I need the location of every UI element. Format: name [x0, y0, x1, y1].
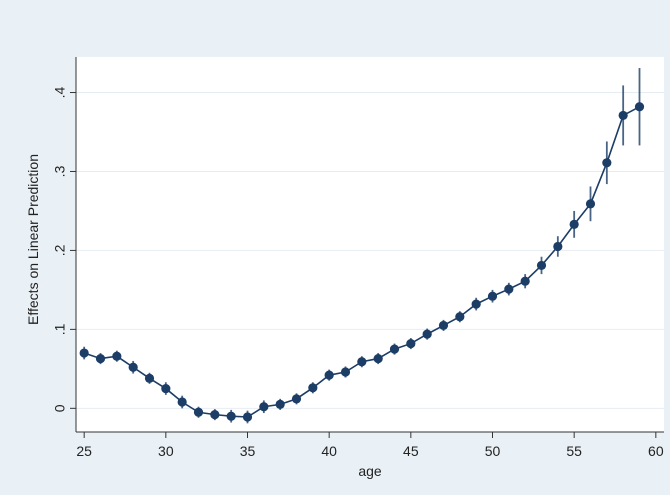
y-tick-label: .3 [52, 165, 68, 177]
data-point [536, 260, 547, 271]
data-point [618, 110, 628, 121]
x-tick-label: 45 [403, 443, 419, 459]
data-point [275, 399, 285, 409]
data-point [112, 351, 122, 361]
x-tick-label: 30 [158, 443, 174, 459]
data-point [569, 219, 579, 229]
data-point [79, 348, 89, 358]
data-point [177, 397, 187, 407]
data-point [340, 367, 351, 377]
y-tick-label: .2 [52, 244, 68, 256]
y-tick-label: .4 [52, 86, 68, 98]
x-axis-title: age [358, 463, 382, 479]
data-points [79, 102, 645, 422]
data-point [291, 394, 302, 404]
data-point [373, 353, 383, 364]
axes: 0 .1 .2 .3 .4 25 30 35 40 45 50 55 60 [52, 57, 664, 459]
data-point [634, 102, 645, 112]
data-point [504, 284, 514, 294]
y-tick-label: 0 [52, 404, 68, 412]
x-tick-label: 60 [648, 443, 664, 459]
data-point [438, 320, 449, 331]
x-tick-label: 35 [240, 443, 256, 459]
data-point [226, 411, 236, 421]
x-tick-label: 55 [566, 443, 582, 459]
data-point [128, 362, 138, 372]
data-point [357, 357, 367, 367]
data-point [422, 329, 432, 339]
data-point [585, 199, 596, 209]
data-point [553, 241, 563, 252]
data-point [242, 412, 253, 422]
data-point [471, 299, 481, 309]
data-point [389, 344, 400, 354]
data-point [161, 383, 171, 394]
y-tick-label: .1 [52, 323, 68, 335]
x-tick-label: 25 [76, 443, 92, 459]
data-point [602, 158, 612, 168]
gridlines [76, 92, 664, 409]
y-axis-title: Effects on Linear Prediction [25, 154, 41, 325]
plot-area [76, 57, 664, 432]
data-point [455, 312, 465, 322]
x-tick-label: 50 [485, 443, 501, 459]
data-point [193, 407, 204, 417]
data-point [210, 410, 220, 420]
data-point [324, 370, 334, 380]
x-tick-label: 40 [321, 443, 337, 459]
data-point [487, 291, 498, 301]
data-point [144, 373, 155, 383]
data-point [406, 338, 416, 349]
data-point [308, 383, 318, 393]
data-point [95, 353, 106, 364]
data-point [520, 276, 530, 286]
data-point [259, 402, 269, 412]
